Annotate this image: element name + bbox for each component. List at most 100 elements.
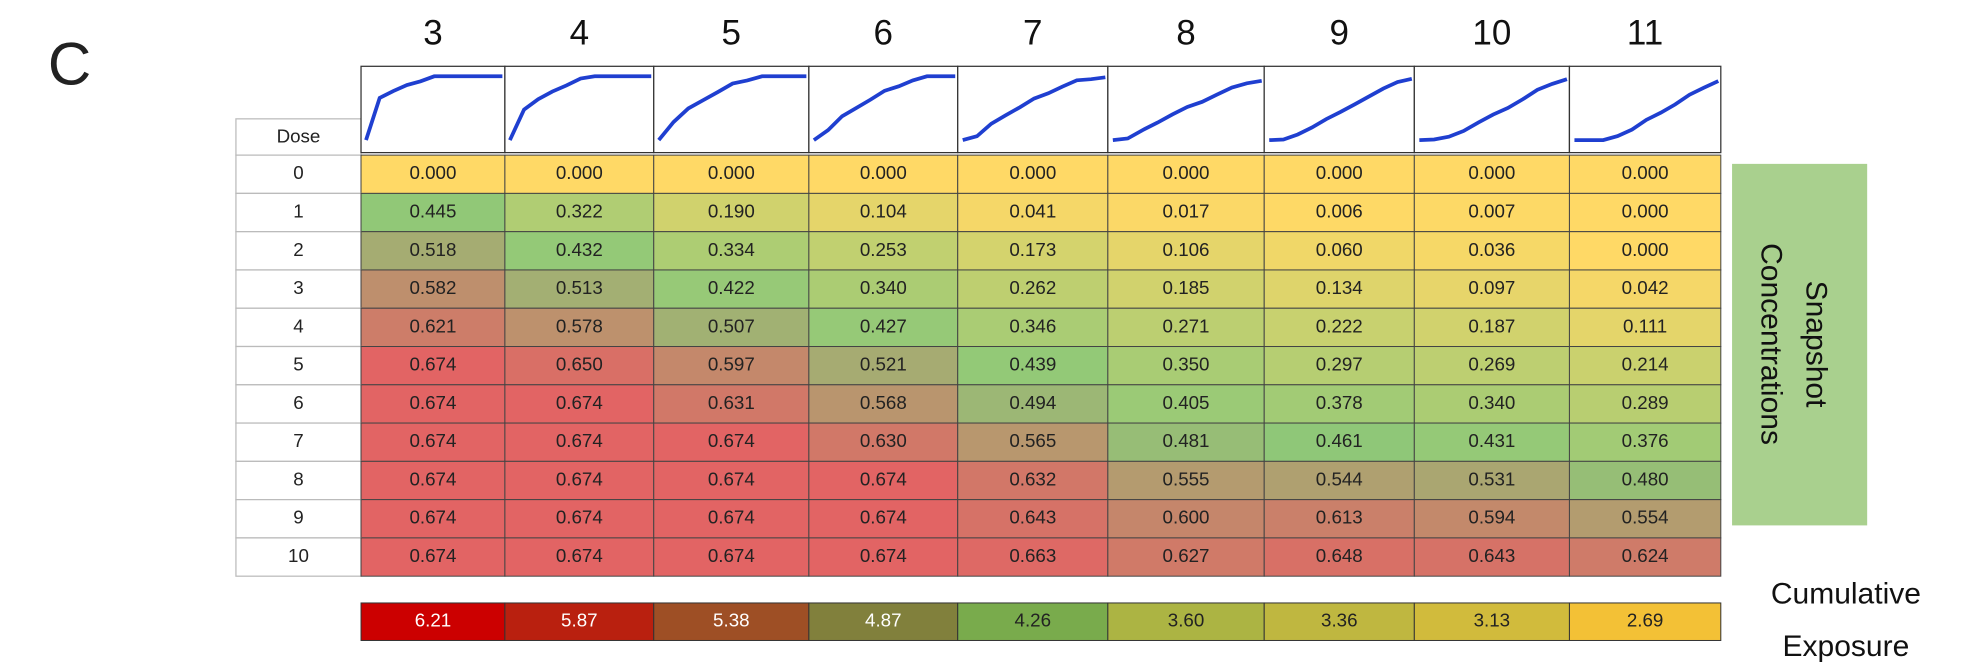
- heat-cell: [1568, 422, 1722, 462]
- cell-value: 0.531: [1468, 468, 1515, 489]
- sparkline: [1574, 79, 1720, 142]
- sparkline: [1112, 78, 1263, 142]
- cell-value: 0.674: [556, 545, 603, 566]
- cell-value: 0.041: [1009, 200, 1056, 221]
- heat-cell: [957, 460, 1109, 501]
- column-header: 5: [722, 13, 741, 52]
- cell-value: 0.378: [1316, 392, 1363, 413]
- cell-value: 0.518: [410, 239, 457, 260]
- cell-value: 0.674: [410, 392, 457, 413]
- cell-value: 0.624: [1622, 545, 1669, 566]
- dose-cell: [235, 384, 362, 424]
- heat-cell: [360, 154, 506, 194]
- cell-value: 0.674: [860, 468, 907, 489]
- cell-value: 0.431: [1468, 430, 1515, 451]
- cell-value: 0.643: [1468, 545, 1515, 566]
- cell-value: 0.461: [1316, 430, 1363, 451]
- heat-cell: [360, 460, 506, 501]
- heat-cell: [653, 307, 810, 348]
- cumulative-value: 2.69: [1627, 610, 1664, 631]
- heat-cell: [808, 307, 959, 348]
- cell-value: 0.674: [708, 507, 755, 528]
- heat-cell: [808, 460, 959, 501]
- heat-cell: [1263, 307, 1415, 348]
- heat-cell: [957, 422, 1109, 462]
- dose-label: 7: [293, 430, 303, 451]
- cell-value: 0.007: [1468, 200, 1515, 221]
- cell-value: 0.554: [1622, 507, 1669, 528]
- cell-value: 0.544: [1316, 468, 1363, 489]
- cell-value: 0.674: [708, 430, 755, 451]
- dose-label: 5: [293, 354, 303, 375]
- dose-label: 6: [293, 392, 303, 413]
- cumulative-cell: [1413, 602, 1570, 641]
- sparkline-cell: [653, 65, 810, 154]
- cell-value: 0.000: [1316, 162, 1363, 183]
- cell-value: 0.597: [708, 354, 755, 375]
- cell-value: 0.494: [1009, 392, 1056, 413]
- cell-value: 0.262: [1009, 277, 1056, 298]
- heat-cell: [360, 346, 506, 386]
- cell-value: 0.674: [556, 507, 603, 528]
- dose-label: 3: [293, 277, 303, 298]
- dose-label: 2: [293, 239, 303, 260]
- heat-cell: [1263, 537, 1415, 577]
- cell-value: 0.630: [860, 430, 907, 451]
- cumulative-cell: [360, 602, 506, 641]
- cell-value: 0.106: [1163, 239, 1210, 260]
- dose-label: 8: [293, 468, 303, 489]
- cell-value: 0.000: [1622, 162, 1669, 183]
- cell-value: 0.340: [1468, 392, 1515, 413]
- cumulative-cell: [808, 602, 959, 641]
- heat-cell: [1568, 346, 1722, 386]
- heat-cell: [1263, 460, 1415, 501]
- heat-cell: [504, 499, 655, 539]
- row-header: Dose: [277, 126, 321, 147]
- heat-cell: [504, 537, 655, 577]
- heat-cell: [808, 269, 959, 309]
- cell-value: 0.555: [1163, 468, 1210, 489]
- cell-value: 0.289: [1622, 392, 1669, 413]
- heat-cell: [1568, 499, 1722, 539]
- cell-value: 0.000: [1163, 162, 1210, 183]
- cell-value: 0.060: [1316, 239, 1363, 260]
- column-header: 8: [1176, 13, 1195, 52]
- cell-value: 0.445: [410, 200, 457, 221]
- cumulative-value: 3.36: [1321, 610, 1358, 631]
- cell-value: 0.674: [410, 545, 457, 566]
- heat-cell: [504, 154, 655, 194]
- heat-cell: [653, 499, 810, 539]
- cell-value: 0.346: [1009, 315, 1056, 336]
- cell-value: 0.000: [1622, 200, 1669, 221]
- cell-value: 0.000: [1622, 239, 1669, 260]
- cell-value: 0.600: [1163, 507, 1210, 528]
- cell-value: 0.648: [1316, 545, 1363, 566]
- cumulative-cell: [653, 602, 810, 641]
- heat-cell: [1413, 537, 1570, 577]
- cell-value: 0.674: [556, 430, 603, 451]
- cell-value: 0.322: [556, 200, 603, 221]
- column-header: 3: [423, 13, 442, 52]
- cell-value: 0.134: [1316, 277, 1363, 298]
- heat-cell: [1568, 537, 1722, 577]
- cell-value: 0.036: [1468, 239, 1515, 260]
- dose-label: 4: [293, 315, 303, 336]
- cell-value: 0.190: [708, 200, 755, 221]
- dose-cell: [235, 499, 362, 539]
- cell-value: 0.650: [556, 354, 603, 375]
- heat-cell: [1107, 460, 1265, 501]
- cell-value: 0.594: [1468, 507, 1515, 528]
- dose-label: 1: [293, 200, 303, 221]
- dose-cell: [235, 307, 362, 348]
- cell-value: 0.631: [708, 392, 755, 413]
- side-box: [1732, 163, 1868, 526]
- cell-value: 0.480: [1622, 468, 1669, 489]
- sparkline: [508, 74, 652, 141]
- cell-value: 0.674: [860, 507, 907, 528]
- heat-cell: [1413, 346, 1570, 386]
- cell-value: 0.674: [556, 392, 603, 413]
- dose-cell: [235, 460, 362, 501]
- side-label: Concentrations: [1755, 243, 1788, 445]
- heat-cell: [360, 537, 506, 577]
- heat-cell: [360, 231, 506, 271]
